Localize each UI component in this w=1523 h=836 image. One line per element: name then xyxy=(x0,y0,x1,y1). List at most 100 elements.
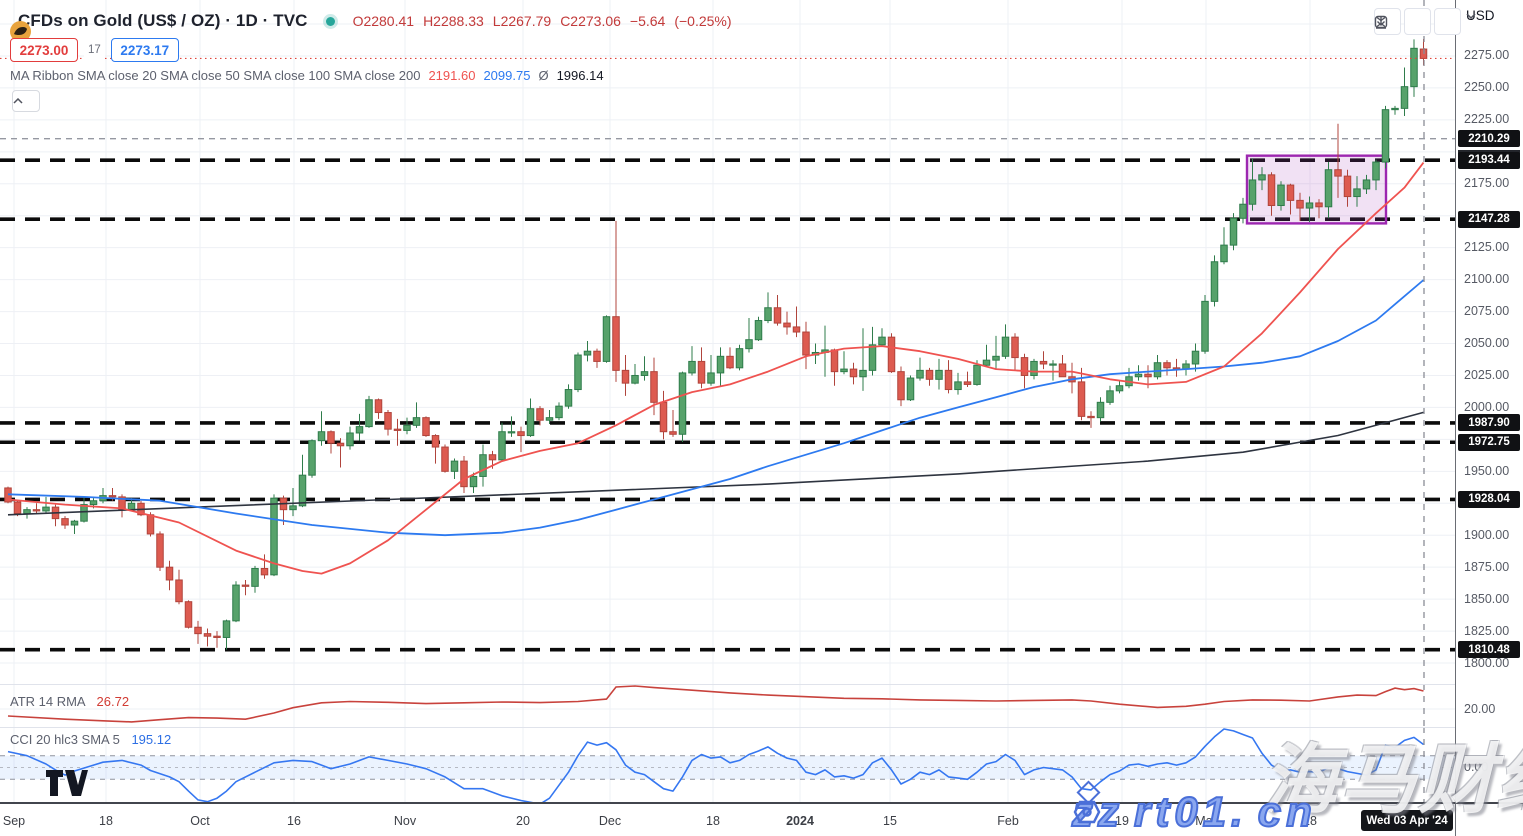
candle xyxy=(1020,357,1029,376)
cci-chart[interactable] xyxy=(0,727,1455,802)
candle xyxy=(849,368,858,378)
buy-price-button[interactable]: 2273.17 xyxy=(110,38,179,62)
collapse-legend-button[interactable] xyxy=(12,90,40,112)
candle xyxy=(1191,350,1200,365)
candle xyxy=(688,360,696,374)
candle xyxy=(754,320,763,341)
cci-label[interactable]: CCI 20 hlc3 SMA 5 xyxy=(10,732,120,747)
price-level-badge: 2210.29 xyxy=(1458,130,1520,148)
price-axis-label: 2225.00 xyxy=(1464,112,1510,127)
price-axis-label: 2000.00 xyxy=(1464,399,1510,414)
candle xyxy=(365,399,373,428)
candle xyxy=(184,601,193,628)
price-axis-label: 1850.00 xyxy=(1464,591,1510,606)
candle xyxy=(61,518,69,526)
atr-legend[interactable]: ATR 14 RMA 26.72 xyxy=(10,694,129,709)
candle xyxy=(251,567,259,587)
candle xyxy=(1353,188,1361,198)
price-axis-label: 2250.00 xyxy=(1464,80,1510,95)
currency-selector[interactable]: USD xyxy=(1466,8,1495,23)
time-axis[interactable]: Sep 18 Oct 16 Nov 20 Dec 18 2024 15 Feb 19 Mar 18 Wed … xyxy=(0,806,1523,836)
candle xyxy=(574,354,582,391)
candle xyxy=(935,369,943,380)
chevron-up-icon xyxy=(13,98,23,104)
price-axis-label: 2100.00 xyxy=(1464,272,1510,287)
candle xyxy=(1087,415,1095,419)
candle xyxy=(1391,107,1399,111)
candle xyxy=(317,431,326,442)
candle xyxy=(1372,161,1380,181)
candle xyxy=(678,372,687,435)
candle xyxy=(555,405,563,419)
candle xyxy=(1153,362,1162,378)
time-axis-label: 15 xyxy=(883,814,897,828)
candle xyxy=(1248,179,1257,205)
candle xyxy=(1039,360,1048,365)
panel-separator[interactable] xyxy=(0,684,1455,685)
ma-ribbon-label[interactable]: MA Ribbon SMA close 20 SMA close 50 SMA … xyxy=(10,68,421,83)
candle xyxy=(13,501,22,515)
candle xyxy=(1058,363,1067,378)
time-axis-label: 18 xyxy=(706,814,720,828)
price-axis-label: 2175.00 xyxy=(1464,176,1510,191)
candle xyxy=(422,417,430,437)
price-chart-panel[interactable] xyxy=(0,0,1455,684)
candle xyxy=(165,566,174,581)
atr-value: 26.72 xyxy=(96,694,130,709)
candle xyxy=(222,620,231,638)
spread-value: 17 xyxy=(84,40,105,60)
candle xyxy=(707,372,715,384)
candle xyxy=(764,307,772,322)
candle xyxy=(308,440,316,476)
candle xyxy=(916,369,924,379)
price-axis-label: 2050.00 xyxy=(1464,336,1510,351)
candle xyxy=(887,336,896,373)
candlestick-chart[interactable] xyxy=(0,0,1455,684)
price-axis[interactable]: USD 2275.00 2250.00 2225.00 2175.00 2125.00 2… xyxy=(1456,0,1523,806)
candle xyxy=(1220,244,1228,263)
candle xyxy=(906,377,915,401)
price-level-badge: 2147.28 xyxy=(1458,210,1520,228)
symbol-title[interactable]: CFDs on Gold (US$ / OZ) · 1D · TVC xyxy=(18,11,308,30)
panel-separator[interactable] xyxy=(0,727,1455,728)
sma50-value: 2099.75 xyxy=(483,68,531,83)
candle xyxy=(498,431,506,461)
fullscreen-button[interactable] xyxy=(1374,8,1461,35)
candle xyxy=(925,369,934,380)
scroll-to-recent-button[interactable] xyxy=(1374,8,1401,35)
candle xyxy=(992,355,1000,361)
collapse-vertical-icon xyxy=(1376,16,1386,27)
candle xyxy=(232,584,240,622)
candle xyxy=(1201,300,1209,352)
candle xyxy=(298,474,307,507)
atr-label[interactable]: ATR 14 RMA xyxy=(10,694,85,709)
atr-chart[interactable] xyxy=(0,684,1455,727)
candle xyxy=(156,533,164,568)
currency-label: USD xyxy=(1466,8,1495,23)
cci-legend[interactable]: CCI 20 hlc3 SMA 5 195.12 xyxy=(10,732,171,747)
price-axis-label: 2025.00 xyxy=(1464,367,1510,382)
price-axis-label: 1950.00 xyxy=(1464,463,1510,478)
low-value: L2267.79 xyxy=(492,13,552,29)
sell-price-button[interactable]: 2273.00 xyxy=(10,38,78,62)
candle xyxy=(545,417,554,421)
candle xyxy=(830,349,839,373)
candle xyxy=(146,514,155,535)
candle xyxy=(726,355,734,369)
price-axis-label: 1875.00 xyxy=(1464,559,1510,574)
candle xyxy=(783,322,791,328)
candle xyxy=(564,389,573,407)
cci-indicator-panel[interactable] xyxy=(0,727,1455,802)
candle xyxy=(175,579,183,603)
atr-indicator-panel[interactable] xyxy=(0,684,1455,727)
restore-pane-button[interactable] xyxy=(1376,8,1431,35)
candle xyxy=(973,364,981,385)
candle xyxy=(1106,390,1114,403)
price-level-badge: 1972.75 xyxy=(1458,433,1520,451)
candle xyxy=(488,454,497,461)
market-status-icon[interactable] xyxy=(325,16,335,26)
candle xyxy=(1144,373,1152,378)
sma200-line xyxy=(7,411,1424,516)
time-axis-label: 20 xyxy=(516,814,530,828)
candle xyxy=(650,371,658,403)
